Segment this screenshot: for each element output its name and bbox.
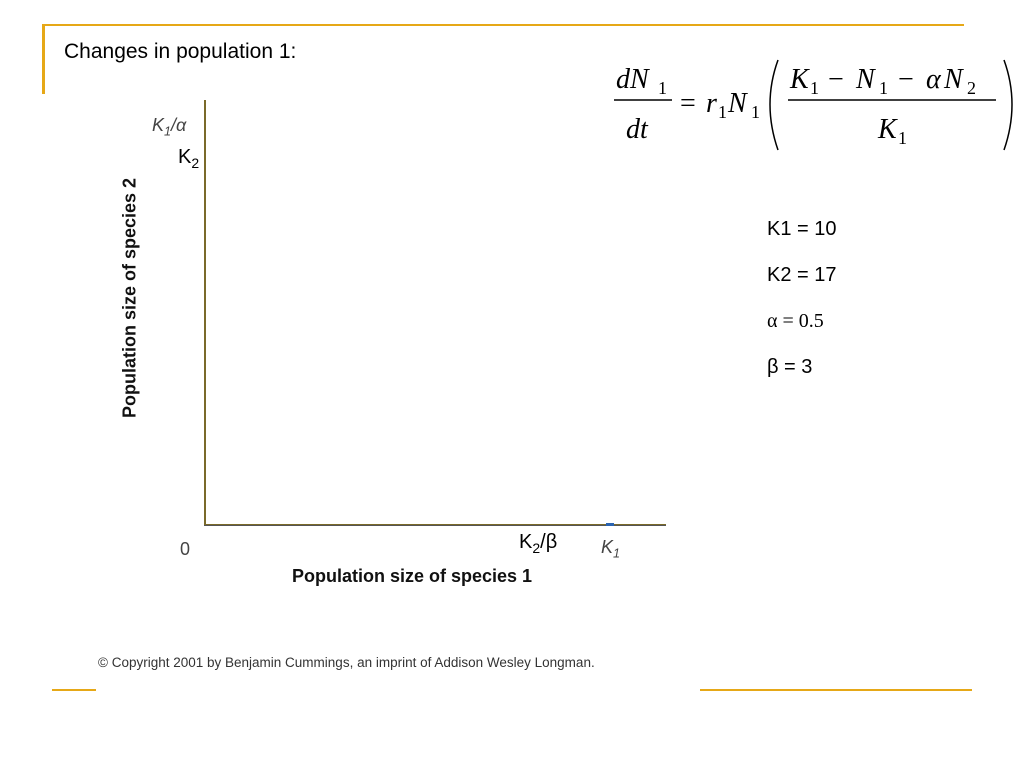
param-k2: K2 = 17 bbox=[767, 264, 837, 286]
slide-frame-top bbox=[42, 24, 964, 26]
eq-alpha: α bbox=[926, 64, 942, 95]
parameter-list: K1 = 10 K2 = 17 α = 0.5 β = 3 bbox=[767, 206, 837, 390]
eq-k-num: K bbox=[789, 64, 810, 95]
eq-r: r bbox=[706, 88, 717, 119]
param-alpha: α = 0.5 bbox=[767, 310, 824, 332]
eq-minus-1: − bbox=[828, 64, 844, 95]
right-paren-icon bbox=[1003, 59, 1013, 151]
x-tick-k1: K1 bbox=[601, 537, 621, 561]
x-tick-k2-beta: K2/β bbox=[519, 531, 558, 556]
y-axis-label: Population size of species 2 bbox=[119, 177, 140, 419]
origin-label: 0 bbox=[180, 539, 191, 559]
eq-n1: N bbox=[855, 64, 876, 95]
slide-frame-bottom-right bbox=[700, 689, 972, 691]
eq-minus-2: − bbox=[898, 64, 914, 95]
slide-title: Changes in population 1: bbox=[64, 40, 297, 63]
eq-n2: N bbox=[943, 64, 964, 95]
y-axis bbox=[204, 100, 206, 526]
slide-frame-bottom-left bbox=[52, 689, 96, 691]
k1-marker bbox=[606, 523, 614, 526]
y-tick-k2: K2 bbox=[178, 146, 200, 171]
eq-lhs-den: dt bbox=[626, 114, 649, 145]
slide-frame-left bbox=[42, 24, 45, 94]
eq-lhs-num: dN bbox=[616, 64, 650, 95]
eq-k-num-sub: 1 bbox=[810, 78, 819, 98]
y-tick-k1-alpha: K1/α bbox=[152, 115, 187, 139]
param-beta: β = 3 bbox=[767, 356, 813, 378]
eq-n-sub: 1 bbox=[751, 102, 760, 122]
x-axis-label: Population size of species 1 bbox=[292, 566, 533, 586]
x-axis-shadow bbox=[204, 525, 666, 526]
eq-n2-sub: 2 bbox=[967, 78, 976, 98]
left-paren-icon bbox=[769, 59, 779, 151]
eq-lhs-num-sub: 1 bbox=[658, 78, 667, 98]
eq-n1-sub: 1 bbox=[879, 78, 888, 98]
eq-k-den: K bbox=[877, 114, 898, 145]
eq-n: N bbox=[727, 88, 748, 119]
param-k1: K1 = 10 bbox=[767, 218, 837, 240]
eq-k-den-sub: 1 bbox=[898, 128, 907, 148]
copyright-notice: © Copyright 2001 by Benjamin Cummings, a… bbox=[98, 655, 595, 670]
eq-equals: = bbox=[680, 88, 696, 119]
lotka-volterra-equation: dN 1 dt = r 1 N 1 K 1 − N 1 − α N 2 K 1 bbox=[614, 59, 1013, 151]
eq-r-sub: 1 bbox=[718, 102, 727, 122]
